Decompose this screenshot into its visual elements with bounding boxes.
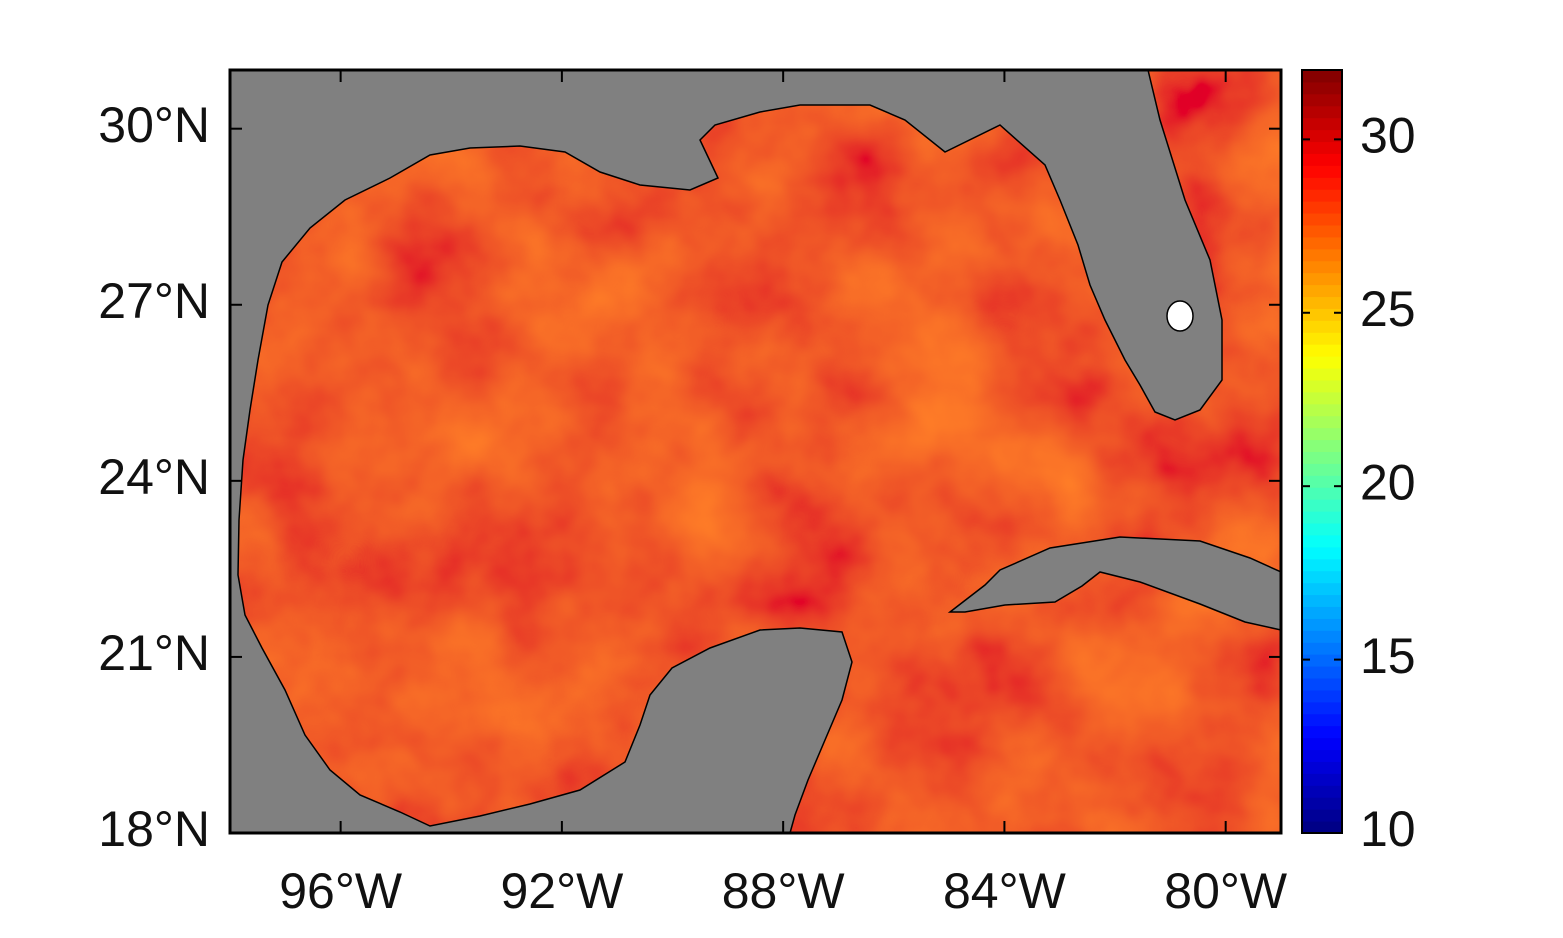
y-tick-label: 24°N [98, 449, 210, 505]
colorbar-segment [1302, 427, 1342, 441]
colorbar-segment [1302, 523, 1342, 536]
colorbar-segment [1302, 403, 1342, 417]
colorbar-segment [1302, 236, 1342, 250]
colorbar-segment [1302, 487, 1342, 500]
colorbar-segment [1302, 689, 1342, 703]
colorbar-segment [1302, 201, 1342, 214]
colorbar-segment [1302, 642, 1342, 655]
colorbar-segment [1302, 153, 1342, 166]
colorbar-segment [1302, 666, 1342, 679]
colorbar-segment [1302, 821, 1342, 834]
y-tick-label: 21°N [98, 625, 210, 681]
colorbar-segment [1302, 332, 1342, 345]
colorbar-segment [1302, 224, 1342, 238]
colorbar-tick-label: 15 [1360, 628, 1416, 684]
colorbar-segment [1302, 558, 1342, 572]
colorbar-segment [1302, 117, 1342, 131]
colorbar-segment [1302, 773, 1342, 786]
colorbar-segment [1302, 797, 1342, 810]
y-tick-label: 27°N [98, 273, 210, 329]
colorbar-segment [1302, 81, 1342, 95]
colorbar-segment [1302, 213, 1342, 226]
mainland [230, 70, 1223, 833]
colorbar-segment [1302, 70, 1342, 83]
x-tick-label: 96°W [279, 863, 403, 919]
colorbar-segment [1302, 284, 1342, 298]
map-area [230, 70, 1281, 833]
colorbar-tick-label: 30 [1360, 108, 1416, 164]
colorbar-segment [1302, 308, 1342, 321]
colorbar-segment [1302, 570, 1342, 584]
x-tick-label: 84°W [943, 863, 1067, 919]
colorbar-segment [1302, 379, 1342, 393]
colorbar-segment [1302, 701, 1342, 715]
colorbar-segment [1302, 141, 1342, 154]
x-tick-label: 88°W [722, 863, 846, 919]
colorbar-tick-label: 10 [1360, 801, 1416, 857]
colorbar-segment [1302, 320, 1342, 333]
colorbar-segment [1302, 439, 1342, 452]
colorbar-segment [1302, 189, 1342, 202]
colorbar-segment [1302, 761, 1342, 774]
cuba [947, 536, 1281, 631]
colorbar-segment [1302, 654, 1342, 667]
colorbar-segment [1302, 463, 1342, 476]
colorbar-segment [1302, 105, 1342, 119]
colorbar-segment [1302, 451, 1342, 464]
colorbar-segment [1302, 785, 1342, 798]
colorbar-segment [1302, 356, 1342, 369]
colorbar-segment [1302, 737, 1342, 751]
colorbar-segment [1302, 165, 1342, 178]
colorbar-segment [1302, 725, 1342, 739]
colorbar-segment [1302, 260, 1342, 274]
colorbar-segment [1302, 582, 1342, 596]
colorbar-tick-label: 25 [1360, 281, 1416, 337]
colorbar-segment [1302, 678, 1342, 691]
colorbar-segment [1302, 499, 1342, 512]
colorbar-segment [1302, 618, 1342, 631]
colorbar-segment [1302, 129, 1342, 143]
colorbar-segment [1302, 93, 1342, 107]
x-tick-label: 92°W [500, 863, 624, 919]
colorbar-segment [1302, 296, 1342, 309]
y-tick-label: 18°N [98, 801, 210, 857]
colorbar-segment [1302, 749, 1342, 762]
colorbar-segment [1302, 534, 1342, 548]
colorbar-segment [1302, 415, 1342, 429]
colorbar-segment [1302, 391, 1342, 405]
colorbar-segment [1302, 344, 1342, 357]
colorbar-segment [1302, 511, 1342, 524]
colorbar-segment [1302, 606, 1342, 619]
colorbar-segment [1302, 475, 1342, 488]
land [230, 70, 1281, 833]
colorbar-segment [1302, 368, 1342, 381]
colorbar-segment [1302, 809, 1342, 822]
y-tick-label: 30°N [98, 97, 210, 153]
colorbar-tick-label: 20 [1360, 454, 1416, 510]
colorbar-segment [1302, 546, 1342, 560]
colorbar-segment [1302, 713, 1342, 727]
colorbar-frame [1301, 69, 1343, 834]
colorbar-segment [1302, 248, 1342, 262]
colorbar-segment [1302, 594, 1342, 607]
colorbar-segment [1302, 630, 1342, 643]
colorbar-segment [1302, 272, 1342, 286]
colorbar-segment [1302, 177, 1342, 190]
lake [1166, 300, 1194, 332]
x-tick-label: 80°W [1164, 863, 1288, 919]
axes-frame [228, 68, 1283, 835]
